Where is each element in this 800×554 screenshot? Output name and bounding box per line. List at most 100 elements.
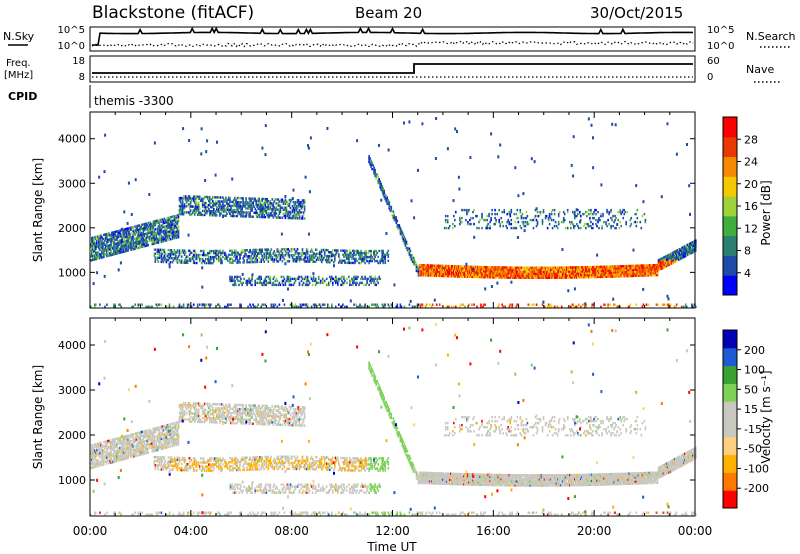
power-cell <box>408 303 411 306</box>
power-cell <box>637 266 640 269</box>
power-cell <box>468 275 470 278</box>
power-cell <box>509 222 512 226</box>
power-cell <box>228 202 230 205</box>
power-cell <box>525 270 528 273</box>
power-cell <box>644 266 647 269</box>
power-cell <box>456 265 458 268</box>
power-cell <box>275 283 278 287</box>
power-cell <box>209 197 211 201</box>
power-cell <box>245 281 247 285</box>
nsky-right-tick-top: 10^5 <box>707 25 734 36</box>
power-cell <box>129 242 131 246</box>
power-cell <box>99 244 101 248</box>
power-cell <box>691 241 693 244</box>
power-cell <box>468 271 470 274</box>
power-cell <box>437 264 440 267</box>
power-cell <box>251 215 253 218</box>
power-cell <box>278 212 281 215</box>
power-cell <box>587 270 589 273</box>
power-cell <box>550 210 553 214</box>
power-cell <box>228 253 230 256</box>
power-cell <box>475 273 477 277</box>
power-cell <box>651 274 654 277</box>
power-cell <box>193 201 196 204</box>
power-cell <box>368 154 370 158</box>
power-cell <box>380 257 383 261</box>
power-cell <box>312 277 315 281</box>
power-cell <box>614 267 616 270</box>
power-cell <box>160 254 163 258</box>
power-cell <box>548 212 551 216</box>
power-cell <box>638 270 641 273</box>
power-cell <box>687 243 690 246</box>
power-cell <box>123 210 126 214</box>
power-cell <box>375 259 378 263</box>
power-cell <box>442 264 445 268</box>
power-cell <box>598 216 600 220</box>
power-cell <box>444 274 447 278</box>
power-cell <box>179 208 182 212</box>
power-cell <box>210 202 212 205</box>
power-cell <box>187 197 190 200</box>
power-cell <box>153 224 156 227</box>
power-cell <box>506 270 509 273</box>
power-cell <box>157 225 160 228</box>
power-cell <box>216 140 218 144</box>
power-cell <box>543 272 546 275</box>
power-cell <box>354 249 356 253</box>
power-cell <box>91 246 93 250</box>
power-cell <box>488 214 490 218</box>
power-cell <box>186 199 189 202</box>
power-cell <box>125 229 127 233</box>
power-cell <box>167 258 170 262</box>
power-cell <box>509 270 512 273</box>
power-cell <box>384 261 387 265</box>
power-cell <box>173 225 176 228</box>
power-cell <box>242 201 244 204</box>
power-cell <box>477 271 479 275</box>
power-cell <box>188 195 191 198</box>
power-cell <box>164 225 167 228</box>
power-cell <box>661 303 664 306</box>
power-cell <box>306 252 309 255</box>
power-cell <box>276 208 279 211</box>
power-cell <box>596 267 598 271</box>
power-cell <box>631 272 634 276</box>
power-cell <box>220 212 222 215</box>
power-cell <box>120 239 122 242</box>
power-cell <box>242 203 244 206</box>
power-cell <box>396 223 399 227</box>
power-cell <box>640 266 643 269</box>
power-cell <box>176 230 179 233</box>
power-cell <box>509 303 512 306</box>
power-cell <box>620 224 623 228</box>
power-cell <box>96 243 98 246</box>
power-cell <box>114 242 116 246</box>
power-cell <box>634 212 637 216</box>
power-cell <box>174 255 177 258</box>
power-cell <box>580 266 582 269</box>
power-cell <box>428 270 431 273</box>
power-cell <box>487 272 489 275</box>
power-cell <box>591 303 593 306</box>
power-cell <box>615 273 617 276</box>
power-cell <box>599 273 601 277</box>
power-cell <box>172 229 175 232</box>
power-cell <box>666 258 669 261</box>
power-cell <box>244 201 246 204</box>
power-cell <box>109 248 111 251</box>
power-cell <box>452 271 454 274</box>
power-cell <box>150 305 153 308</box>
power-cell <box>295 209 298 212</box>
power-cell <box>547 266 550 269</box>
power-cell <box>448 305 450 308</box>
power-cell <box>200 197 203 201</box>
power-cell <box>108 254 110 257</box>
power-cell <box>549 216 552 220</box>
power-cell <box>635 184 638 188</box>
power-cell <box>373 166 375 169</box>
power-cell <box>539 270 542 273</box>
power-cell <box>344 259 346 262</box>
power-cell <box>192 209 195 212</box>
power-cell <box>531 272 534 275</box>
